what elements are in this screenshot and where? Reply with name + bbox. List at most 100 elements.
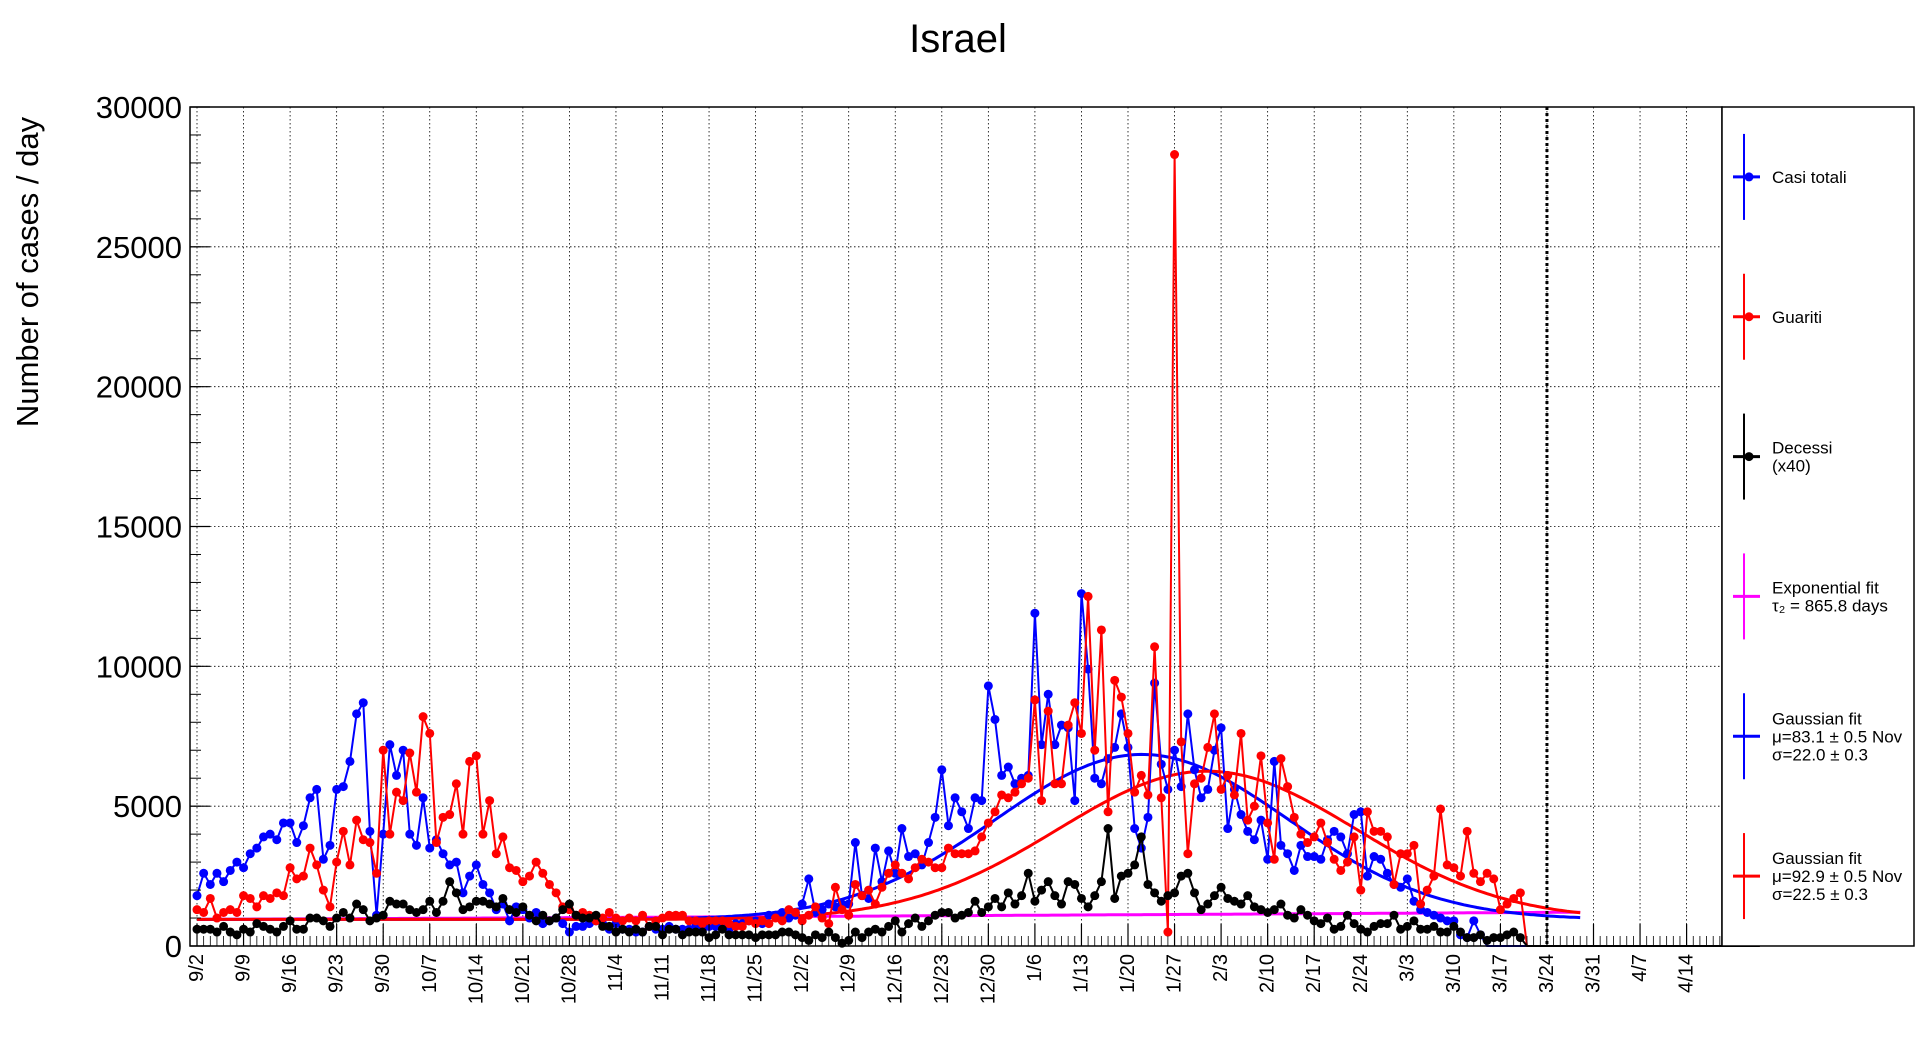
data-point — [332, 913, 342, 923]
data-point — [837, 905, 847, 915]
data-point — [910, 863, 920, 873]
data-point — [850, 879, 860, 889]
grid — [190, 107, 1722, 946]
data-point — [1342, 857, 1352, 867]
data-point — [1050, 779, 1060, 789]
data-point — [471, 860, 481, 870]
data-point — [431, 907, 441, 917]
data-point — [1190, 765, 1199, 775]
data-point — [558, 919, 568, 929]
data-point — [551, 913, 561, 923]
data-point — [1482, 868, 1492, 878]
data-point — [1323, 913, 1332, 923]
data-point — [963, 824, 973, 834]
data-point — [1296, 829, 1306, 839]
data-point — [505, 916, 515, 926]
data-point — [1123, 728, 1133, 738]
data-point — [305, 843, 315, 853]
data-point — [1429, 871, 1439, 881]
data-point — [478, 879, 488, 889]
series-2 — [192, 150, 1760, 947]
data-point — [943, 907, 953, 917]
data-point — [1176, 737, 1186, 747]
data-point — [405, 829, 415, 839]
data-point — [305, 793, 315, 803]
data-point — [924, 838, 933, 848]
data-point — [571, 921, 581, 931]
data-point — [232, 930, 242, 940]
data-point — [232, 907, 242, 917]
data-point — [1150, 678, 1160, 688]
data-point — [1229, 790, 1239, 800]
data-point — [890, 868, 900, 878]
data-point — [1409, 840, 1419, 850]
data-point — [465, 871, 475, 881]
y-tick-label: 20000 — [96, 370, 182, 405]
data-point — [318, 885, 328, 895]
data-point — [937, 765, 947, 775]
data-point — [358, 698, 368, 708]
data-point — [1309, 832, 1319, 842]
data-point — [1269, 905, 1279, 915]
data-point — [1509, 893, 1519, 903]
data-point — [1070, 698, 1080, 708]
x-tick-label: 12/9 — [838, 954, 860, 993]
data-point — [724, 930, 734, 940]
data-point — [219, 921, 229, 931]
data-point — [378, 910, 388, 920]
series-line — [196, 154, 1760, 947]
chart-title: Israel — [909, 17, 1007, 61]
data-point — [1037, 885, 1047, 895]
data-point — [1289, 812, 1299, 822]
data-point — [352, 815, 362, 825]
data-point — [1063, 720, 1073, 730]
axes: 0 5000 10000 15000 20000 25000 30000 9/2 9/9 9/16… — [96, 90, 1723, 1004]
data-point — [1196, 793, 1206, 803]
data-point — [983, 818, 993, 828]
data-point — [544, 879, 554, 889]
data-point — [1010, 787, 1020, 797]
data-point — [232, 857, 242, 867]
x-tick-label: 10/14 — [465, 954, 487, 1004]
data-point — [1323, 838, 1332, 848]
data-point — [564, 899, 574, 909]
data-point — [538, 910, 548, 920]
data-point — [1010, 899, 1020, 909]
data-point — [791, 907, 800, 917]
data-point — [498, 893, 508, 903]
data-point — [1003, 888, 1013, 898]
data-point — [1475, 930, 1485, 940]
data-point — [844, 910, 854, 920]
data-point — [471, 896, 481, 906]
data-point — [398, 796, 408, 806]
data-point — [1316, 818, 1326, 828]
data-point — [970, 846, 980, 856]
data-point — [1416, 924, 1426, 934]
data-point — [983, 902, 993, 912]
data-point — [451, 779, 461, 789]
data-point — [451, 857, 461, 867]
data-point — [1515, 888, 1525, 898]
data-point — [278, 921, 288, 931]
data-point — [298, 871, 308, 881]
data-point — [1203, 742, 1213, 752]
data-point — [219, 877, 229, 887]
data-point — [1083, 591, 1093, 601]
data-point — [1329, 854, 1339, 864]
legend-label: σ=22.0 ± 0.3 — [1772, 745, 1868, 764]
data-point — [578, 913, 588, 923]
data-point — [1003, 793, 1013, 803]
data-point — [312, 784, 322, 794]
data-point — [1283, 782, 1293, 792]
gaussian-fit-curve-5 — [197, 769, 1581, 921]
data-point — [398, 899, 408, 909]
data-point — [1409, 916, 1419, 926]
data-point — [1289, 913, 1299, 923]
legend-entry: Decessi(x40) — [1733, 413, 1832, 500]
data-point — [990, 714, 1000, 724]
data-point — [465, 902, 475, 912]
data-point — [1030, 608, 1040, 618]
data-point — [857, 891, 867, 901]
data-point — [651, 921, 661, 931]
series-line — [196, 593, 1720, 947]
